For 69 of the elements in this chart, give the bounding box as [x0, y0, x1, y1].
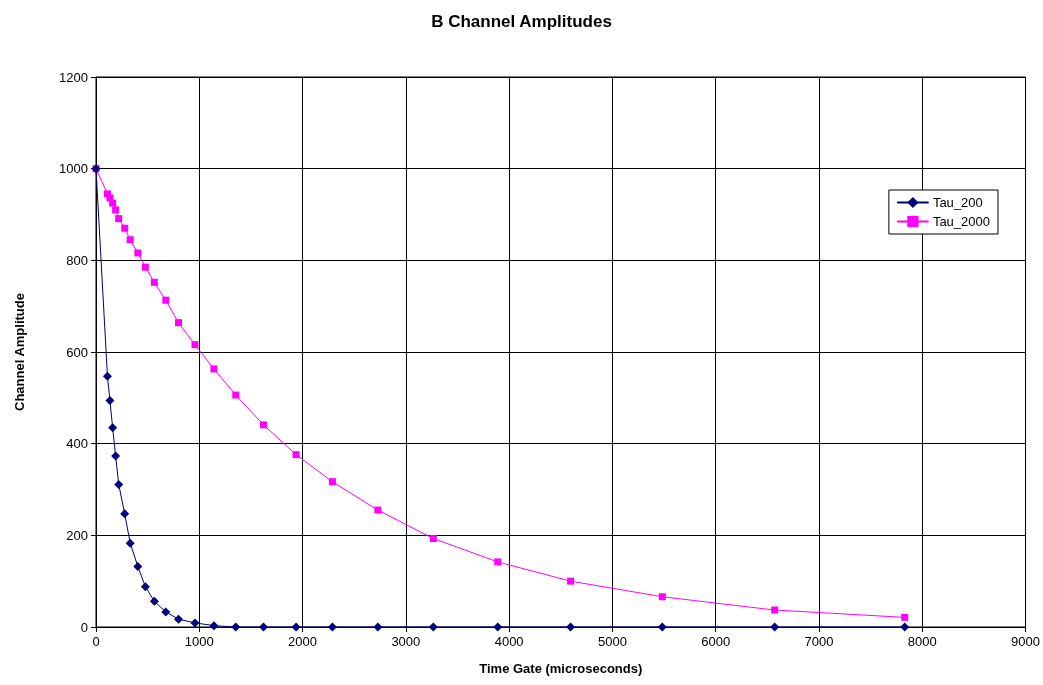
x-tick-label: 1000: [184, 634, 214, 649]
point: [126, 236, 134, 244]
x-tick-label: 4000: [494, 634, 524, 649]
point: [493, 622, 503, 632]
point: [108, 423, 118, 433]
point: [901, 613, 909, 621]
y-tick-label: 0: [80, 619, 88, 635]
point: [771, 606, 779, 614]
x-tick-label: 0: [92, 634, 100, 649]
point: [429, 535, 437, 543]
point: [373, 622, 383, 632]
point: [657, 622, 667, 632]
x-tick-label: 6000: [701, 634, 731, 649]
x-tick-label: 5000: [597, 634, 627, 649]
point: [900, 622, 910, 632]
point: [658, 593, 666, 601]
point: [770, 622, 780, 632]
point: [150, 278, 158, 286]
x-tick-label: 2000: [288, 634, 318, 649]
chart-title: B Channel Amplitudes: [431, 12, 612, 31]
point: [174, 614, 184, 624]
point: [111, 451, 121, 461]
point: [114, 479, 124, 489]
point: [133, 562, 143, 571]
y-tick-label: 400: [66, 436, 88, 452]
point: [328, 478, 336, 486]
point: [494, 558, 502, 566]
x-tick-label: 8000: [907, 634, 937, 649]
point: [428, 622, 438, 632]
x-tick-label: 7000: [804, 634, 834, 649]
x-axis-title: Time Gate (microseconds): [479, 661, 643, 676]
point: [125, 538, 135, 548]
legend-label: Tau_2000: [932, 214, 991, 229]
point: [231, 622, 241, 632]
y-tick-label: 600: [66, 344, 88, 360]
legend-label: Tau_200: [932, 195, 983, 210]
point: [140, 582, 150, 592]
y-tick-label: 1200: [59, 69, 88, 85]
point: [175, 319, 183, 327]
y-tick-label: 800: [66, 252, 88, 268]
x-tick-label: 9000: [1011, 634, 1040, 649]
point: [141, 263, 149, 271]
point: [327, 622, 337, 632]
point: [115, 215, 123, 223]
point: [191, 341, 199, 349]
point: [292, 451, 300, 459]
point: [121, 224, 129, 232]
point: [260, 421, 268, 429]
point: [102, 371, 112, 381]
point: [209, 621, 219, 631]
y-axis-title: Channel Amplitude: [12, 293, 27, 411]
point: [109, 199, 117, 207]
point: [149, 596, 159, 606]
y-tick-label: 200: [66, 527, 88, 543]
y-tick-label: 1000: [59, 161, 88, 177]
point: [190, 618, 200, 628]
point: [259, 622, 269, 632]
point: [120, 509, 130, 519]
point: [134, 249, 142, 257]
point: [567, 577, 575, 585]
point: [566, 622, 576, 632]
point: [374, 506, 382, 514]
x-tick-label: 3000: [391, 634, 421, 649]
point: [112, 206, 120, 214]
point: [210, 365, 218, 373]
point: [161, 607, 171, 617]
point: [232, 391, 240, 399]
point: [162, 296, 170, 304]
point: [105, 396, 115, 406]
